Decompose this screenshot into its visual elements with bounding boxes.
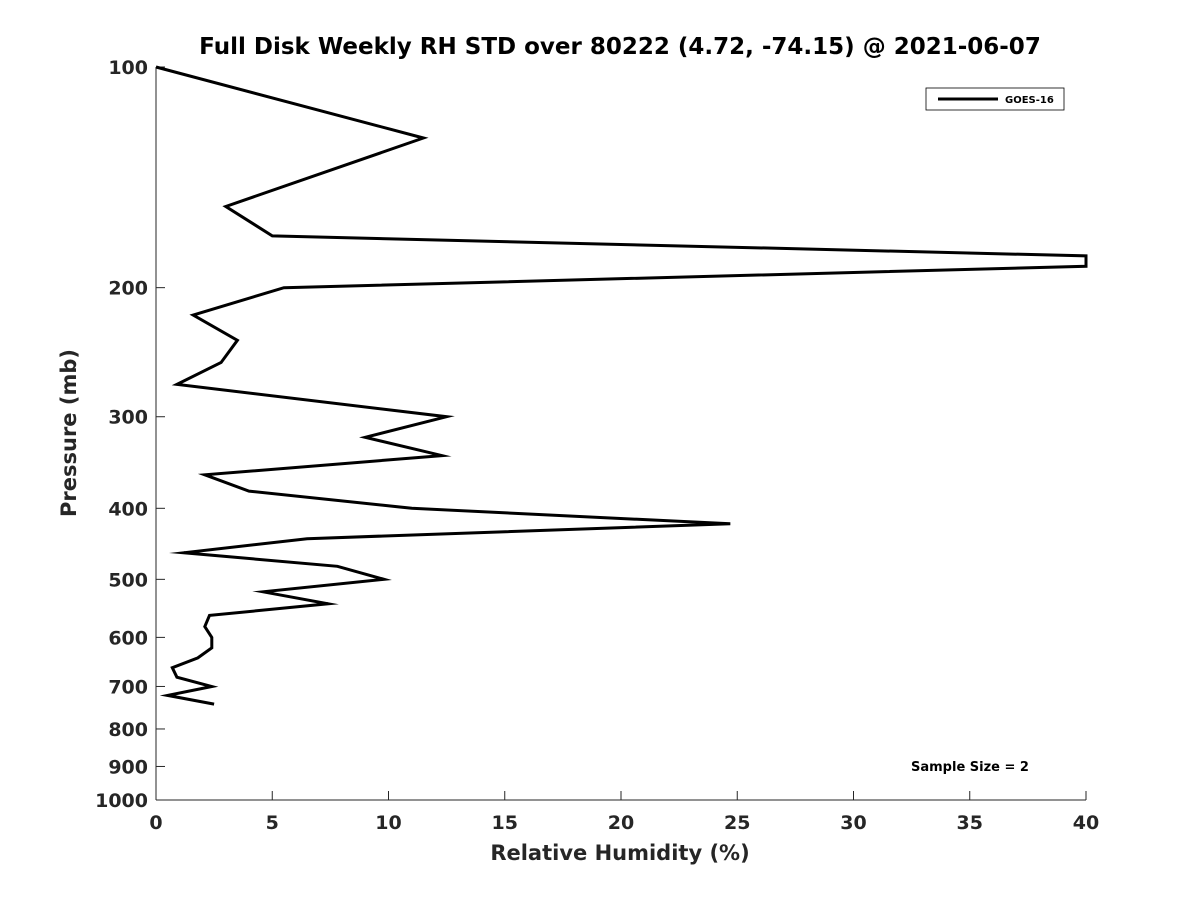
y-tick-label: 300 [108,407,148,429]
x-tick-label: 30 [840,812,866,834]
chart-title: Full Disk Weekly RH STD over 80222 (4.72… [199,34,1041,60]
x-tick-label: 5 [266,812,279,834]
x-tick-label: 15 [492,812,518,834]
y-axis-label: Pressure (mb) [57,349,81,517]
y-axis-ticks: 100 200 300 400 500 600 700 800 900 1000 [95,57,165,812]
legend-label: GOES-16 [1005,95,1054,106]
y-tick-label: 1000 [95,790,148,812]
y-tick-label: 400 [108,498,148,520]
x-tick-label: 20 [608,812,634,834]
y-tick-label: 800 [108,719,148,741]
x-tick-label: 25 [724,812,750,834]
series-layer [155,65,1088,706]
sample-size-annotation: Sample Size = 2 [911,760,1029,775]
x-axis-label: Relative Humidity (%) [490,841,749,865]
x-tick-label: 10 [375,812,401,834]
y-tick-label: 900 [108,756,148,778]
y-tick-label: 100 [108,57,148,79]
plot-axes [155,67,1086,801]
x-axis-ticks: 0 5 10 15 20 25 30 35 40 [149,791,1099,834]
y-tick-label: 200 [108,278,148,300]
y-tick-label: 500 [108,569,148,591]
x-tick-label: 40 [1073,812,1099,834]
x-tick-label: 35 [957,812,983,834]
series-line-0 [155,65,1088,706]
x-tick-label: 0 [149,812,162,834]
y-tick-label: 700 [108,676,148,698]
y-tick-label: 600 [108,627,148,649]
legend: GOES-16 [925,87,1065,111]
